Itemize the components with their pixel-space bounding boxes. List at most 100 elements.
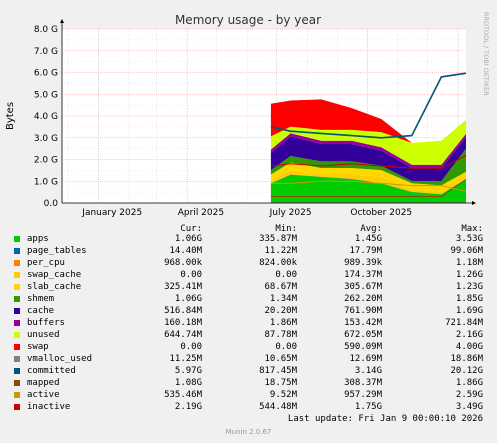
legend-avg: 761.90M <box>344 306 382 316</box>
legend-row: buffers 160.18M 1.86M 153.42M 721.84M <box>0 317 497 329</box>
y-axis-arrow <box>60 19 64 23</box>
legend-row: vmalloc_used 11.25M 10.65M 12.69M 18.86M <box>0 353 497 365</box>
legend-max: 4.00G <box>455 342 483 352</box>
header-cur: Cur: <box>180 224 202 234</box>
y-tick-label: 5.0 G <box>34 90 58 100</box>
y-tick-label: 1.0 G <box>34 177 58 187</box>
legend-min: 20.20M <box>264 306 297 316</box>
legend-swatch <box>14 404 20 410</box>
legend-avg: 17.79M <box>349 246 382 256</box>
munin-version: Munin 2.0.67 <box>225 428 272 436</box>
legend-swatch <box>14 344 20 350</box>
legend-row: inactive 2.19G 544.48M 1.75G 3.49G <box>0 401 497 413</box>
legend-swatch <box>14 284 20 290</box>
header-max: Max: <box>461 224 483 234</box>
legend-row: slab_cache 325.41M 68.67M 305.67M 1.23G <box>0 281 497 293</box>
legend-row: per_cpu 968.00k 824.00k 989.39k 1.18M <box>0 257 497 269</box>
legend-max: 1.23G <box>455 282 483 292</box>
legend-avg: 590.09M <box>344 342 382 352</box>
legend-cur: 644.74M <box>164 330 202 340</box>
legend-min: 11.22M <box>264 246 297 256</box>
legend-swatch <box>14 368 20 374</box>
legend-row: cache 516.84M 20.20M 761.90M 1.69G <box>0 305 497 317</box>
legend-name: active <box>27 390 60 400</box>
legend-cur: 516.84M <box>164 306 202 316</box>
legend-max: 20.12G <box>450 366 483 376</box>
legend-swatch <box>14 272 20 278</box>
y-tick-label: 0.0 <box>44 199 59 209</box>
y-tick-label: 6.0 G <box>34 69 58 79</box>
rrdtool-credit: RRDTOOL / TOBI OETIKER <box>482 12 490 96</box>
legend-header: Cur: Min: Avg: Max: <box>0 223 497 235</box>
legend-max: 1.18M <box>455 258 483 268</box>
legend-name: slab_cache <box>27 282 82 292</box>
legend-name: unused <box>27 330 60 340</box>
legend-name: vmalloc_used <box>27 354 93 364</box>
x-tick-label: January 2025 <box>81 208 142 218</box>
legend-min: 1.86M <box>269 318 297 328</box>
legend-min: 18.75M <box>264 378 297 388</box>
legend-swatch <box>14 236 20 242</box>
legend-name: per_cpu <box>27 258 65 268</box>
legend-min: 9.52M <box>269 390 297 400</box>
legend-avg: 305.67M <box>344 282 382 292</box>
legend-swatch <box>14 260 20 266</box>
legend-row: mapped 1.08G 18.75M 308.37M 1.86G <box>0 377 497 389</box>
legend-name: shmem <box>27 294 55 304</box>
legend-name: buffers <box>27 318 65 328</box>
x-tick-label: July 2025 <box>269 208 312 218</box>
legend-name: cache <box>27 306 55 316</box>
area-buffers <box>270 133 466 168</box>
last-update: Last update: Fri Jan 9 00:00:10 2026 <box>287 414 483 424</box>
legend-max: 1.26G <box>455 270 483 280</box>
legend-cur: 14.40M <box>169 246 202 256</box>
legend-name: swap <box>27 342 49 352</box>
y-tick-label: 2.0 G <box>34 156 58 166</box>
legend-swatch <box>14 332 20 338</box>
legend-cur: 160.18M <box>164 318 202 328</box>
legend-avg: 174.37M <box>344 270 382 280</box>
legend-name: swap_cache <box>27 270 82 280</box>
legend-swatch <box>14 392 20 398</box>
y-axis-label: Bytes <box>5 102 16 130</box>
footer: Last update: Fri Jan 9 00:00:10 2026 <box>0 414 497 428</box>
legend-min: 544.48M <box>259 402 297 412</box>
legend-row: apps 1.06G 335.87M 1.45G 3.53G <box>0 233 497 245</box>
y-tick-label: 4.0 G <box>34 112 58 122</box>
x-axis-arrow <box>472 201 476 205</box>
header-avg: Avg: <box>360 224 382 234</box>
line-inactive <box>270 154 467 169</box>
legend-avg: 957.29M <box>344 390 382 400</box>
y-tick-label: 7.0 G <box>34 47 58 57</box>
legend-cur: 1.06G <box>174 234 202 244</box>
legend-cur: 2.19G <box>174 402 202 412</box>
legend-swatch <box>14 380 20 386</box>
legend-cur: 325.41M <box>164 282 202 292</box>
legend-max: 1.85G <box>455 294 483 304</box>
legend-avg: 262.20M <box>344 294 382 304</box>
legend-max: 3.49G <box>455 402 483 412</box>
legend-min: 824.00k <box>259 258 297 268</box>
y-ticks: 0.0 1.0 G 2.0 G 3.0 G 4.0 G 5.0 G 6.0 G 7.0 G 8.… <box>34 25 58 209</box>
legend-swatch <box>14 308 20 314</box>
legend-cur: 0.00 <box>180 342 202 352</box>
legend-cur: 535.46M <box>164 390 202 400</box>
legend-max: 3.53G <box>455 234 483 244</box>
legend-swatch <box>14 356 20 362</box>
legend-avg: 989.39k <box>344 258 382 268</box>
line-mapped <box>270 179 467 197</box>
axes <box>60 19 476 205</box>
legend-max: 18.86M <box>450 354 483 364</box>
legend-cur: 11.25M <box>169 354 202 364</box>
line-active <box>270 180 467 192</box>
legend-cur: 1.06G <box>174 294 202 304</box>
legend-cur: 5.97G <box>174 366 202 376</box>
legend-avg: 1.45G <box>354 234 382 244</box>
legend-avg: 12.69M <box>349 354 382 364</box>
y-tick-label: 8.0 G <box>34 25 58 35</box>
line-committed <box>270 72 467 139</box>
legend-name: page_tables <box>27 246 87 256</box>
legend-name: committed <box>27 366 76 376</box>
legend-max: 99.06M <box>450 246 483 256</box>
legend-row: committed 5.97G 817.45M 3.14G 20.12G <box>0 365 497 377</box>
